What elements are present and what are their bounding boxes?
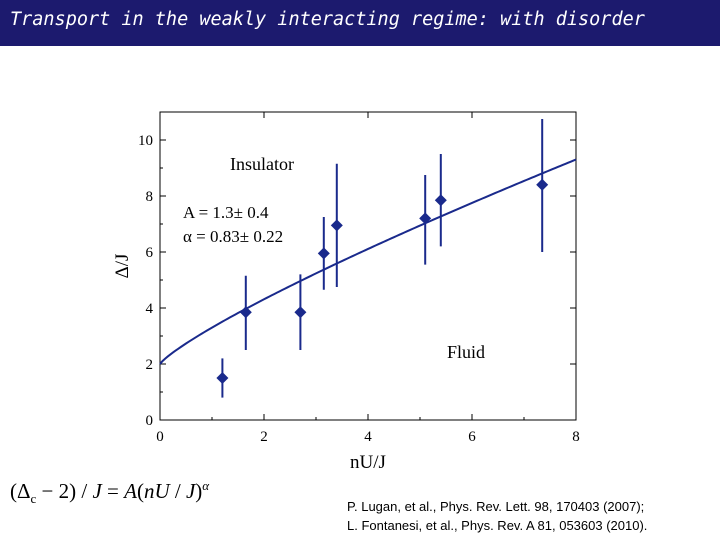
y-tick-label: 10 <box>138 133 153 149</box>
fit-param-a: A = 1.3± 0.4 <box>183 203 269 222</box>
fluid-label: Fluid <box>447 342 485 362</box>
fit-curve <box>159 158 577 365</box>
data-point <box>330 219 343 232</box>
y-axis-label: Δ/J <box>112 254 133 279</box>
title-bar: Transport in the weakly interacting regi… <box>0 0 720 46</box>
fit-param-alpha: α = 0.83± 0.22 <box>183 227 283 246</box>
fit-formula: (Δc − 2) / J = A(nU / J)α <box>10 478 210 507</box>
data-point <box>419 212 432 225</box>
insulator-label: Insulator <box>230 154 294 174</box>
y-tick-label: 0 <box>146 413 154 429</box>
data-point <box>536 178 549 191</box>
x-tick-label: 6 <box>468 429 476 445</box>
references: P. Lugan, et al., Phys. Rev. Lett. 98, 1… <box>347 497 647 535</box>
x-tick-label: 2 <box>260 429 268 445</box>
reference-2: L. Fontanesi, et al., Phys. Rev. A 81, 0… <box>347 518 648 533</box>
y-tick-label: 4 <box>146 301 154 317</box>
y-tick-label: 8 <box>146 189 154 205</box>
reference-1: P. Lugan, et al., Phys. Rev. Lett. 98, 1… <box>347 499 645 514</box>
x-axis-label: nU/J <box>350 452 386 473</box>
data-point <box>434 194 447 207</box>
slide-title: Transport in the weakly interacting regi… <box>10 9 645 30</box>
y-tick-label: 6 <box>146 245 154 261</box>
y-tick-label: 2 <box>146 357 154 373</box>
x-tick-label: 0 <box>156 429 164 445</box>
x-tick-label: 4 <box>364 429 372 445</box>
data-point <box>294 306 307 319</box>
data-point <box>239 306 252 319</box>
data-point <box>216 372 229 384</box>
data-point <box>317 247 330 260</box>
x-tick-label: 8 <box>572 429 580 445</box>
